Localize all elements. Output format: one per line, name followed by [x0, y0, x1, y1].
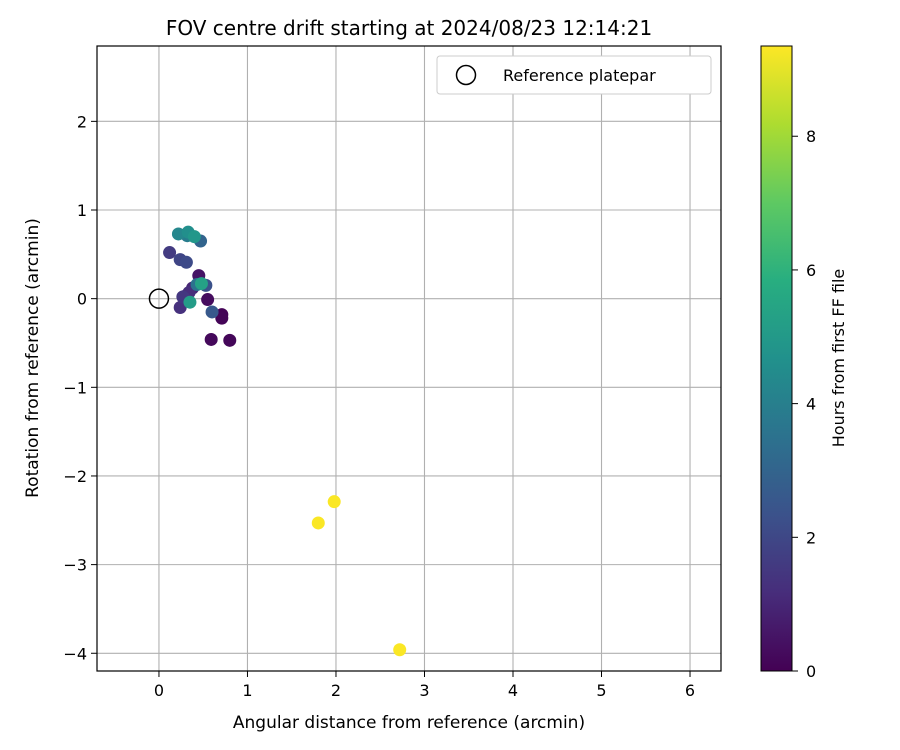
data-point	[187, 230, 201, 244]
x-axis-label: Angular distance from reference (arcmin)	[233, 713, 585, 733]
data-point	[194, 277, 208, 291]
reference-platepar-marker	[148, 288, 170, 309]
data-point	[183, 295, 197, 309]
x-tick-label: 3	[419, 681, 429, 700]
data-point	[201, 293, 215, 307]
legend-entry-reference: Reference platepar	[503, 66, 656, 85]
axis-ticks: 0 1 2 3 4 5 6 −4 −3 −2 −1 0 1 2	[63, 112, 695, 700]
y-axis-label: Rotation from reference (arcmin)	[23, 218, 43, 498]
chart-title: FOV centre drift starting at 2024/08/23 …	[166, 16, 652, 40]
colorbar-gradient	[760, 45, 793, 672]
y-tick-label: 1	[77, 201, 87, 220]
data-point	[171, 227, 185, 241]
data-point	[215, 311, 229, 325]
data-point	[205, 305, 219, 319]
y-tick-label: −4	[63, 644, 87, 663]
data-point	[327, 495, 341, 509]
colorbar-tick-label: 8	[806, 127, 816, 146]
y-tick-label: 0	[77, 290, 87, 309]
x-tick-label: 0	[154, 681, 164, 700]
colorbar-tick-label: 0	[806, 662, 816, 681]
data-point	[223, 333, 237, 347]
data-point	[204, 332, 218, 346]
data-point	[173, 301, 187, 315]
y-tick-label: −2	[63, 467, 87, 486]
colorbar-tick-label: 6	[806, 261, 816, 280]
x-tick-label: 4	[508, 681, 518, 700]
data-point	[393, 643, 407, 657]
y-tick-label: 2	[77, 112, 87, 131]
data-point	[179, 255, 193, 269]
legend: Reference platepar	[436, 55, 712, 95]
y-tick-label: −1	[63, 378, 87, 397]
data-point	[311, 516, 325, 530]
y-tick-label: −3	[63, 556, 87, 575]
data-point	[163, 246, 177, 260]
x-tick-label: 1	[242, 681, 252, 700]
colorbar-tick-label: 2	[806, 528, 816, 547]
data-points	[148, 225, 407, 657]
grid	[97, 46, 721, 671]
plot-frame	[96, 45, 722, 672]
colorbar-tick-label: 4	[806, 395, 816, 414]
x-tick-label: 5	[596, 681, 606, 700]
x-tick-label: 2	[331, 681, 341, 700]
legend-marker-reference	[455, 64, 477, 86]
x-tick-label: 6	[685, 681, 695, 700]
colorbar-ticks: 0 2 4 6 8	[792, 127, 816, 681]
legend-box	[436, 55, 712, 95]
colorbar-label: Hours from first FF file	[829, 269, 848, 448]
colorbar: 0 2 4 6 8 Hours from first FF file	[760, 45, 848, 681]
